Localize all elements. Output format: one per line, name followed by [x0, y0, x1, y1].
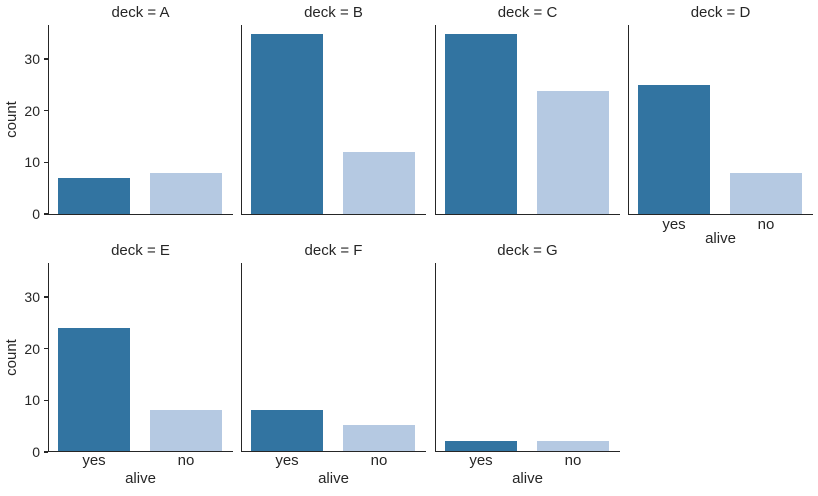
y-axis-label-count: count	[3, 101, 20, 138]
y-tick-mark	[44, 161, 48, 163]
facet-title: deck = E	[111, 242, 170, 259]
facet-deck-g: deck = G yes no alive	[435, 238, 620, 496]
x-axis-label-alive: alive	[318, 470, 349, 487]
bar-deck-g-no	[537, 440, 609, 451]
bar-deck-d-no	[730, 172, 802, 214]
x-tick-label-yes: yes	[275, 452, 299, 469]
plot-area-deck-d	[628, 25, 813, 215]
x-tick-label-yes: yes	[662, 216, 686, 233]
x-tick-label-no: no	[177, 452, 195, 469]
y-tick-label: 0	[32, 443, 40, 460]
facet-title: deck = D	[690, 4, 751, 21]
y-tick-label: 20	[24, 340, 40, 357]
y-axis-row-2: 30 20 10 0 count	[0, 263, 48, 460]
bar-deck-a-yes	[58, 178, 130, 214]
x-tick-label-no: no	[757, 216, 775, 233]
facet-title: deck = B	[304, 4, 363, 21]
facet-deck-d: deck = D yes no alive	[628, 0, 813, 247]
facet-title: deck = F	[304, 242, 363, 259]
facet-deck-c: deck = C	[435, 0, 620, 242]
plot-area-deck-f	[241, 263, 426, 452]
plot-area-deck-c	[435, 25, 620, 215]
facet-title: deck = G	[497, 242, 558, 259]
x-axis-label-alive: alive	[705, 230, 736, 247]
y-tick-mark	[44, 296, 48, 298]
bar-deck-a-no	[150, 172, 222, 214]
y-tick-label: 20	[24, 102, 40, 119]
y-tick-label: 30	[24, 289, 40, 305]
facet-title: deck = C	[497, 4, 558, 21]
facet-deck-f: deck = F yes no alive	[241, 238, 426, 496]
bar-deck-f-no	[343, 425, 415, 451]
x-tick-label-no: no	[564, 452, 582, 469]
facet-title: deck = A	[111, 4, 170, 21]
y-axis-row-1: 30 20 10 0 count	[0, 25, 48, 222]
x-axis-label-alive: alive	[125, 470, 156, 487]
bar-deck-b-no	[343, 152, 415, 214]
bar-deck-f-yes	[251, 410, 323, 451]
x-axis-label-alive: alive	[512, 470, 543, 487]
bar-deck-c-no	[537, 90, 609, 214]
bar-deck-e-yes	[58, 328, 130, 451]
y-axis-label-count: count	[3, 339, 20, 376]
bar-deck-d-yes	[638, 85, 710, 214]
y-tick-label: 10	[24, 154, 40, 170]
x-tick-label-yes: yes	[469, 452, 493, 469]
plot-area-deck-e	[48, 263, 233, 452]
facet-deck-a: deck = A	[48, 0, 233, 242]
y-tick-mark	[44, 348, 48, 350]
bar-deck-c-yes	[445, 34, 517, 214]
y-tick-label: 30	[24, 51, 40, 67]
y-tick-mark	[44, 451, 48, 453]
x-tick-label-yes: yes	[82, 452, 106, 469]
plot-area-deck-b	[241, 25, 426, 215]
y-tick-mark	[44, 110, 48, 112]
y-tick-mark	[44, 399, 48, 401]
plot-area-deck-a	[48, 25, 233, 215]
y-tick-label: 10	[24, 392, 40, 408]
x-tick-label-no: no	[370, 452, 388, 469]
plot-area-deck-g	[435, 263, 620, 452]
y-tick-mark	[44, 213, 48, 215]
y-tick-label: 0	[32, 205, 40, 222]
y-tick-mark	[44, 58, 48, 60]
bar-deck-b-yes	[251, 34, 323, 214]
facet-deck-e: deck = E yes no alive	[48, 238, 233, 496]
bar-deck-e-no	[150, 410, 222, 451]
bar-deck-g-yes	[445, 440, 517, 451]
facet-deck-b: deck = B	[241, 0, 426, 242]
